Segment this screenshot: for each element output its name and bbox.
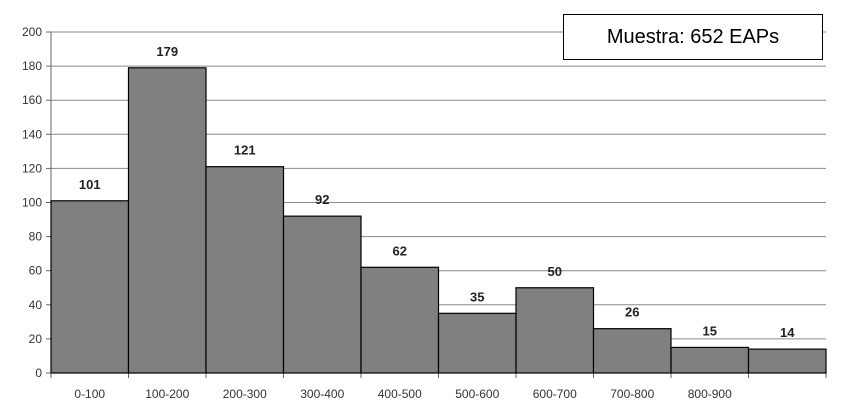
y-tick-label: 80 [29,230,43,244]
x-tick-label: 200-300 [223,387,267,401]
y-tick-label: 180 [22,59,42,73]
data-label: 50 [548,264,562,279]
bar [592,328,672,374]
x-tick-label: 300-400 [300,387,344,401]
sample-size-text: Muestra: 652 EAPs [606,25,780,48]
y-tick-label: 200 [22,25,42,39]
data-labels: 101 179 121 92 62 35 50 26 15 14 [79,44,795,340]
y-tick-label: 100 [22,196,42,210]
y-tick-label: 160 [22,93,42,107]
data-label: 62 [393,243,407,258]
bar [282,215,362,374]
y-tick-label: 0 [35,366,42,380]
data-label: 92 [315,192,329,207]
x-tick-label: 400-500 [378,387,422,401]
bar [360,266,440,374]
x-tick-label: 600-700 [533,387,577,401]
bar [437,312,517,374]
bar [515,287,595,374]
y-tick-label: 20 [29,332,43,346]
bar [50,200,130,374]
sample-size-annotation: Muestra: 652 EAPs [563,14,823,60]
y-tick-label: 140 [22,127,42,141]
bar [670,346,750,374]
data-label: 121 [234,143,256,158]
data-label: 14 [780,325,795,340]
y-tick-label: 120 [22,161,42,175]
x-tick-label: 0-100 [74,387,105,401]
data-label: 179 [156,44,178,59]
data-label: 35 [470,289,484,304]
data-label: 15 [703,323,717,338]
x-tick-label: 800-900 [688,387,732,401]
x-tick-labels: 0-100 100-200 200-300 300-400 400-500 500-600… [74,387,732,401]
bar [127,67,207,374]
x-tick-label: 100-200 [145,387,189,401]
x-tick-label: 500-600 [455,387,499,401]
bar [747,348,827,374]
data-label: 26 [625,305,639,320]
y-tick-labels: 0 20 40 60 80 100 120 140 160 180 200 [22,25,42,380]
bar [205,166,285,374]
bars [50,67,827,374]
y-tick-label: 40 [29,298,43,312]
x-tick-label: 700-800 [610,387,654,401]
data-label: 101 [79,177,101,192]
y-tick-label: 60 [29,264,43,278]
